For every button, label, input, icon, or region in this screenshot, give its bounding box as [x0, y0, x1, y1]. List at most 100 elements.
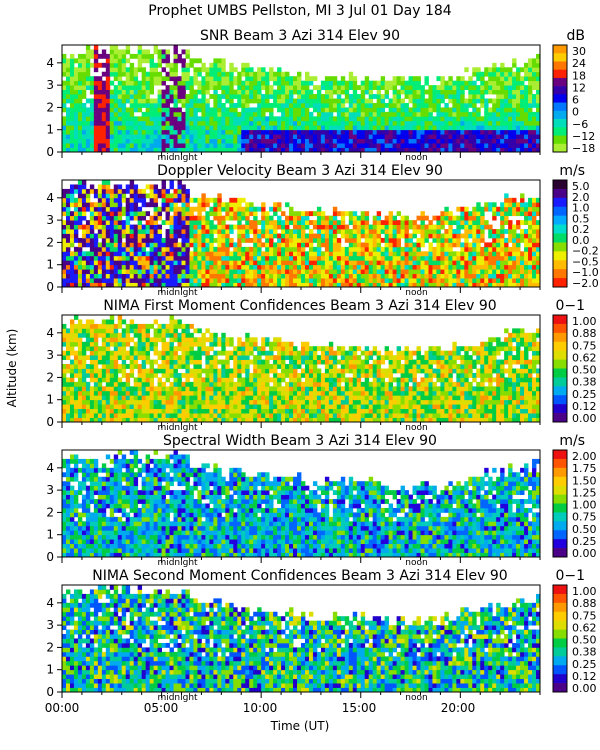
heatmap-cell	[173, 229, 178, 234]
heatmap-cell	[81, 215, 87, 221]
heatmap-cell	[109, 341, 115, 347]
heatmap-cell	[221, 242, 226, 248]
heatmap-cell	[532, 138, 537, 144]
heatmap-cell	[468, 224, 473, 230]
heatmap-cell	[149, 80, 155, 86]
heatmap-cell	[392, 282, 397, 287]
heatmap-cell	[376, 211, 382, 217]
heatmap-cell	[460, 246, 465, 252]
heatmap-cell	[101, 368, 107, 374]
heatmap-cell	[141, 53, 147, 59]
heatmap-cell	[85, 193, 91, 199]
heatmap-cell	[81, 341, 87, 347]
heatmap-cell	[277, 264, 282, 270]
heatmap-cell	[316, 224, 322, 230]
heatmap-cell	[149, 386, 155, 392]
heatmap-cell	[101, 251, 107, 257]
heatmap-cell	[532, 71, 537, 77]
heatmap-cell	[185, 269, 190, 275]
heatmap-cell	[197, 211, 202, 217]
heatmap-cell	[217, 193, 222, 199]
heatmap-cell	[201, 80, 206, 86]
heatmap-cell	[384, 129, 390, 135]
heatmap-cell	[81, 346, 87, 352]
heatmap-cell	[416, 260, 421, 266]
heatmap-cell	[336, 264, 342, 270]
heatmap-cell	[304, 111, 310, 117]
heatmap-cell	[492, 134, 497, 140]
heatmap-cell	[109, 224, 115, 230]
heatmap-cell	[85, 386, 91, 392]
heatmap-cell	[125, 377, 131, 383]
heatmap-cell	[73, 332, 79, 338]
heatmap-cell	[105, 180, 111, 185]
heatmap-cell	[344, 125, 350, 131]
heatmap-cell	[93, 85, 99, 90]
heatmap-cell	[237, 278, 242, 283]
heatmap-cell	[69, 129, 75, 135]
heatmap-cell	[396, 143, 401, 148]
heatmap-cell	[484, 147, 489, 152]
heatmap-cell	[121, 120, 127, 126]
heatmap-cell	[225, 116, 230, 122]
heatmap-cell	[536, 116, 540, 122]
heatmap-cell	[153, 206, 158, 212]
heatmap-cell	[297, 215, 302, 221]
heatmap-cell	[324, 251, 330, 257]
heatmap-cell	[153, 224, 158, 230]
heatmap-cell	[281, 71, 286, 77]
heatmap-cell	[125, 399, 131, 405]
heatmap-cell	[301, 260, 306, 266]
heatmap-cell	[344, 246, 350, 252]
heatmap-cell	[496, 229, 501, 234]
heatmap-cell	[149, 255, 155, 261]
heatmap-cell	[277, 282, 282, 287]
heatmap-cell	[113, 364, 119, 369]
heatmap-cell	[257, 143, 262, 148]
heatmap-cell	[177, 188, 182, 194]
heatmap-cell	[209, 143, 214, 148]
heatmap-cell	[360, 94, 366, 99]
heatmap-cell	[464, 111, 469, 117]
heatmap-cell	[97, 211, 103, 217]
heatmap-cell	[133, 413, 139, 418]
heatmap-cell	[536, 242, 540, 248]
heatmap-cell	[69, 67, 75, 73]
heatmap-cell	[536, 143, 540, 148]
heatmap-cell	[149, 417, 155, 422]
heatmap-cell	[420, 229, 425, 234]
heatmap-cell	[512, 138, 517, 144]
heatmap-cell	[93, 102, 99, 108]
heatmap-cell	[129, 224, 135, 230]
heatmap-cell	[149, 143, 155, 148]
heatmap-cell	[73, 80, 79, 86]
heatmap-cell	[516, 224, 521, 230]
heatmap-cell	[185, 76, 190, 82]
heatmap-cell	[364, 278, 370, 283]
heatmap-cell	[109, 188, 115, 194]
heatmap-cell	[157, 53, 162, 59]
heatmap-cell	[356, 233, 362, 239]
heatmap-cell	[157, 233, 162, 239]
heatmap-cell	[62, 323, 67, 329]
heatmap-cell	[89, 80, 95, 86]
heatmap-cell	[524, 211, 529, 217]
heatmap-cell	[217, 67, 222, 73]
heatmap-cell	[484, 273, 489, 279]
heatmap-cell	[536, 102, 540, 108]
heatmap-cell	[285, 116, 290, 122]
heatmap-cell	[496, 260, 501, 266]
heatmap-cell	[253, 71, 258, 77]
heatmap-cell	[348, 138, 354, 144]
heatmap-cell	[81, 94, 87, 99]
heatmap-cell	[97, 125, 103, 131]
heatmap-cell	[105, 184, 111, 190]
heatmap-cell	[221, 71, 226, 77]
heatmap-cell	[65, 188, 71, 194]
heatmap-cell	[392, 215, 397, 221]
heatmap-cell	[93, 395, 99, 401]
heatmap-cell	[141, 120, 147, 126]
heatmap-cell	[77, 76, 83, 82]
heatmap-cell	[324, 125, 330, 131]
